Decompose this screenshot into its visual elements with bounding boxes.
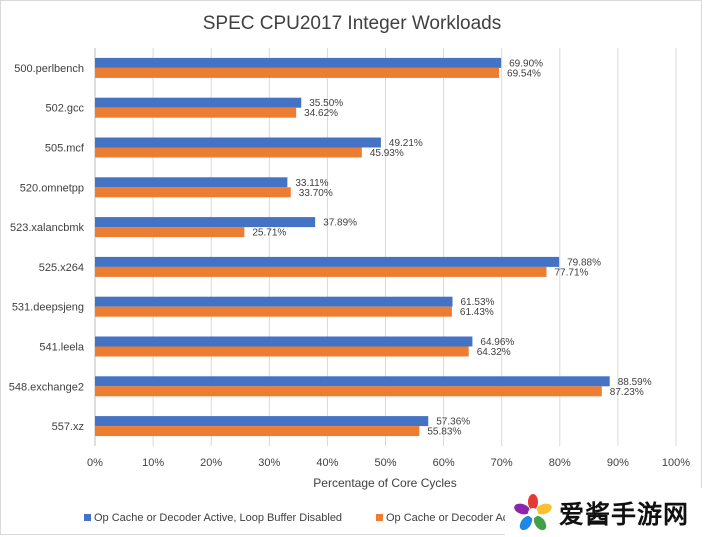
category-labels: 500.perlbench 502.gcc 505.mcf 520.omnetpp 52… — [9, 63, 85, 433]
bar-series-1 — [95, 97, 302, 108]
x-tick-labels: 0% 10% 20% 30% 40% 50% 60% 70% 80% 90% 100% — [87, 457, 690, 469]
x-tick-label: 90% — [607, 457, 629, 469]
data-label: 61.53% — [460, 297, 494, 308]
bar-series-2 — [95, 107, 297, 118]
watermark-text: 爱酱手游网 — [559, 499, 690, 529]
legend-swatch — [376, 514, 383, 521]
x-tick-label: 70% — [491, 457, 513, 469]
bar-series-2 — [95, 67, 500, 78]
data-label: 57.36% — [436, 417, 470, 428]
category-label: 502.gcc — [45, 103, 84, 115]
data-label: 79.88% — [567, 257, 601, 268]
legend-entry: Op Cache or Decoder Active, Loop Buffer … — [94, 512, 342, 524]
bar-series-1 — [95, 217, 316, 228]
bar-series-1 — [95, 376, 610, 387]
bar-series-1 — [95, 336, 473, 347]
data-label: 61.43% — [460, 307, 494, 318]
legend: Op Cache or Decoder Active, Loop Buffer … — [84, 512, 509, 524]
bar-series-2 — [95, 306, 452, 317]
data-label: 37.89% — [323, 218, 357, 229]
bar-series-2 — [95, 227, 245, 238]
data-label: 69.54% — [507, 68, 541, 79]
x-tick-label: 40% — [316, 457, 338, 469]
bars: 69.90%69.54% 35.50%34.62% 49.21%45.93% 33.1… — [95, 57, 652, 438]
data-label: 88.59% — [618, 377, 652, 388]
bar-series-1 — [95, 177, 288, 188]
data-label: 35.50% — [309, 98, 343, 109]
data-label: 69.90% — [509, 58, 543, 69]
data-label: 55.83% — [427, 427, 461, 438]
x-tick-label: 30% — [258, 457, 280, 469]
data-label: 33.70% — [299, 188, 333, 199]
bar-series-2 — [95, 386, 602, 397]
x-tick-label: 100% — [662, 457, 690, 469]
data-label: 45.93% — [370, 148, 404, 159]
data-label: 77.71% — [554, 267, 588, 278]
x-tick-label: 20% — [200, 457, 222, 469]
watermark: 爱酱手游网 — [505, 488, 704, 537]
bar-series-1 — [95, 296, 453, 307]
data-label: 64.32% — [477, 347, 511, 358]
x-tick-label: 80% — [549, 457, 571, 469]
x-tick-label: 0% — [87, 457, 103, 469]
category-label: 500.perlbench — [14, 63, 84, 75]
category-label: 557.xz — [52, 421, 84, 433]
bar-series-1 — [95, 416, 429, 427]
bar-series-1 — [95, 57, 502, 68]
bar-series-2 — [95, 426, 420, 437]
category-label: 520.omnetpp — [20, 182, 84, 194]
category-label: 531.deepsjeng — [12, 302, 84, 314]
data-label: 87.23% — [610, 387, 644, 398]
legend-swatch — [84, 514, 91, 521]
data-label: 33.11% — [295, 178, 328, 189]
bar-series-2 — [95, 346, 469, 357]
data-label: 34.62% — [304, 108, 338, 119]
category-label: 505.mcf — [45, 143, 85, 155]
category-label: 523.xalancbmk — [10, 222, 84, 234]
x-tick-label: 60% — [433, 457, 455, 469]
category-label: 525.x264 — [39, 262, 84, 274]
bar-series-2 — [95, 266, 547, 277]
x-tick-label: 10% — [142, 457, 164, 469]
flower-logo-icon — [514, 493, 552, 530]
bar-series-2 — [95, 187, 291, 198]
bar-series-1 — [95, 137, 381, 148]
data-label: 25.71% — [252, 228, 286, 239]
bar-series-2 — [95, 147, 362, 158]
x-tick-label: 50% — [374, 457, 396, 469]
data-label: 49.21% — [389, 138, 423, 149]
x-axis-title: Percentage of Core Cycles — [313, 476, 456, 490]
bar-series-1 — [95, 256, 560, 267]
category-label: 541.leela — [39, 342, 85, 354]
category-label: 548.exchange2 — [9, 381, 84, 393]
chart-title: SPEC CPU2017 Integer Workloads — [203, 13, 502, 34]
data-label: 64.96% — [480, 337, 514, 348]
legend-entry: Op Cache or Decoder Ac — [386, 512, 509, 524]
